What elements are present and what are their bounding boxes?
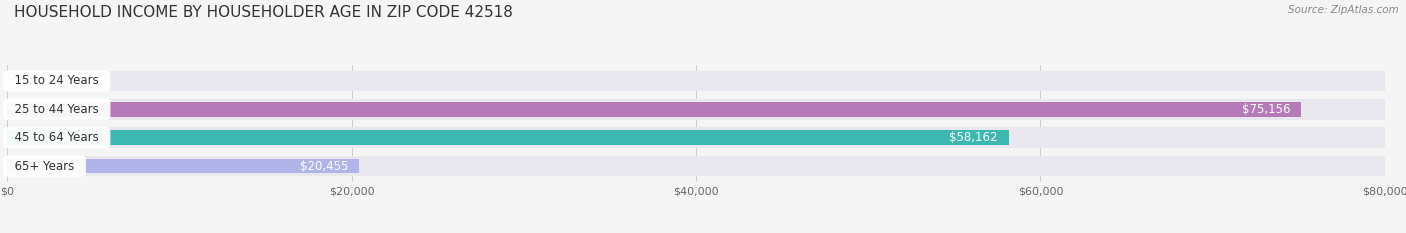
Text: 65+ Years: 65+ Years [7,160,82,173]
Text: $20,455: $20,455 [299,160,349,173]
Bar [7,127,1385,148]
Bar [7,102,1302,117]
Text: 45 to 64 Years: 45 to 64 Years [7,131,107,144]
Text: Source: ZipAtlas.com: Source: ZipAtlas.com [1288,5,1399,15]
Text: 15 to 24 Years: 15 to 24 Years [7,74,107,87]
Text: 25 to 44 Years: 25 to 44 Years [7,103,107,116]
Bar [7,99,1385,120]
Text: $0: $0 [18,74,32,87]
Bar [7,156,1385,176]
Bar [7,71,1385,91]
Bar [7,130,1008,145]
Text: $58,162: $58,162 [949,131,998,144]
Text: HOUSEHOLD INCOME BY HOUSEHOLDER AGE IN ZIP CODE 42518: HOUSEHOLD INCOME BY HOUSEHOLDER AGE IN Z… [14,5,513,20]
Text: $75,156: $75,156 [1241,103,1291,116]
Bar [7,159,360,174]
